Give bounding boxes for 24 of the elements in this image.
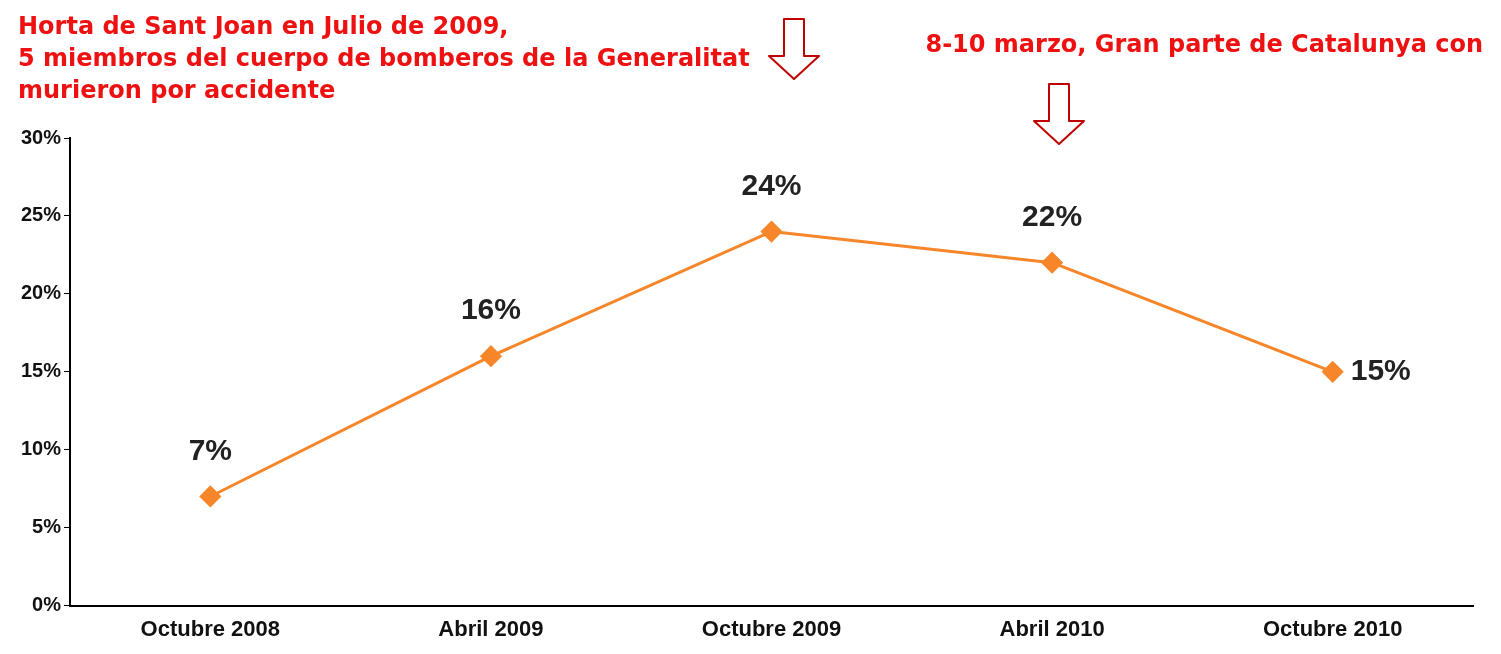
data-label: 7% (188, 432, 233, 466)
x-tick-label: Octubre 2008 (140, 615, 281, 641)
point (761, 221, 783, 243)
y-tick-label: 15% (21, 359, 62, 382)
point (1322, 361, 1344, 383)
data-label: 15% (1350, 353, 1411, 387)
x-tick-label: Octubre 2009 (701, 615, 842, 641)
data-label: 24% (741, 167, 802, 201)
text: Horta de Sant Joan en Julio de 2009, 5 miembros del cuerpo de bomberos de la Generalitat murieron por accidente (18, 11, 750, 106)
x-tick-label: Abril 2010 (999, 615, 1105, 641)
y-tick-label: 10% (21, 437, 62, 460)
y-tick-label: 25% (21, 203, 62, 226)
y-tick-label: 0% (32, 593, 62, 616)
point (480, 345, 502, 367)
data-label: 22% (1022, 198, 1083, 232)
data-label: 16% (460, 292, 521, 326)
point (199, 485, 221, 507)
point (1041, 252, 1063, 274)
y-tick-label: 5% (32, 515, 62, 538)
y-tick-label: 20% (21, 281, 62, 304)
text: 8-10 marzo, Gran parte de Catalunya con (925, 29, 1483, 60)
x-tick-label: Octubre 2010 (1263, 615, 1403, 641)
x-tick-label: Abril 2009 (438, 615, 544, 641)
y-tick-label: 30% (21, 125, 62, 148)
